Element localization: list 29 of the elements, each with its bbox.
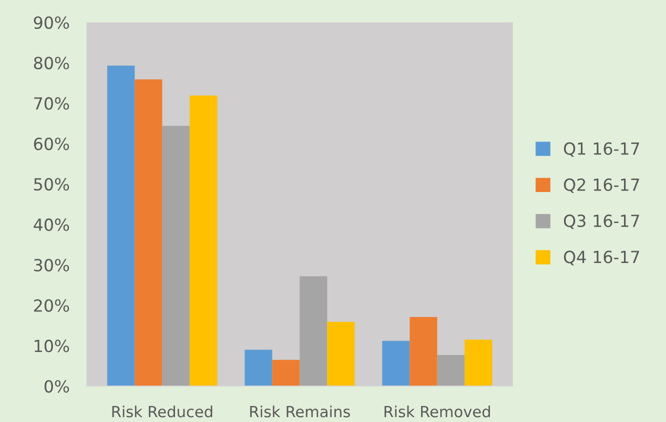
bar: [134, 79, 162, 386]
bar: [272, 360, 300, 386]
x-tick-label: Risk Reduced: [112, 406, 212, 418]
y-tick-label: 50%: [34, 178, 69, 191]
y-tick-label: 60%: [34, 138, 69, 150]
bar: [410, 317, 438, 386]
y-tick-label: 20%: [34, 299, 69, 312]
bar: [107, 66, 135, 386]
y-tick-label: 40%: [34, 218, 69, 232]
legend-label: Q1 16-17: [564, 142, 640, 157]
bar: [162, 126, 190, 386]
x-tick-label: Risk Remains: [250, 406, 350, 418]
y-tick-label: 10%: [34, 340, 69, 352]
y-tick-label: 0%: [44, 380, 69, 393]
y-tick-label: 30%: [34, 258, 69, 272]
x-tick-label: Risk Removed: [384, 406, 490, 418]
bar: [327, 322, 355, 386]
y-tick-label: 70%: [34, 97, 69, 110]
bar: [437, 355, 465, 386]
legend-label: Q4 16-17: [564, 250, 640, 266]
y-tick-label: 80%: [34, 56, 69, 70]
bar: [244, 350, 272, 386]
y-tick-label: 90%: [34, 16, 69, 29]
bar: [190, 96, 218, 386]
bar: [300, 276, 328, 386]
bar: [382, 340, 410, 386]
bar: [464, 340, 492, 386]
legend-label: Q3 16-17: [564, 214, 640, 230]
legend-label: Q2 16-17: [564, 178, 640, 193]
